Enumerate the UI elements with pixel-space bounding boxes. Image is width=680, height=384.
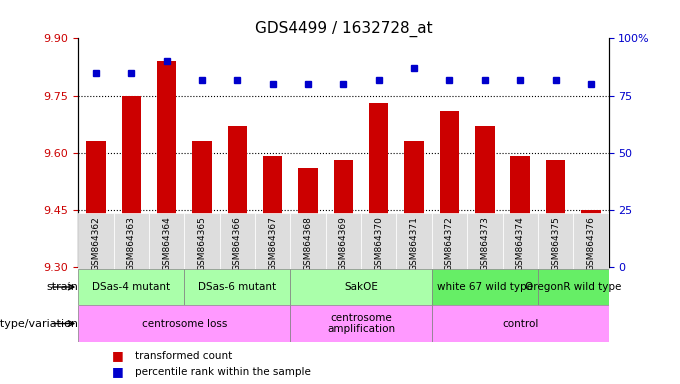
Bar (511, 156, 530, 267)
Text: DSas-4 mutant: DSas-4 mutant (92, 282, 170, 292)
Text: white 67 wild type: white 67 wild type (437, 282, 533, 292)
FancyBboxPatch shape (78, 305, 290, 342)
FancyBboxPatch shape (503, 213, 538, 269)
FancyBboxPatch shape (432, 269, 538, 305)
Text: OregonR wild type: OregonR wild type (525, 282, 622, 292)
Bar (86, 141, 105, 267)
FancyBboxPatch shape (538, 269, 609, 305)
FancyBboxPatch shape (467, 213, 503, 269)
FancyBboxPatch shape (361, 213, 396, 269)
Text: GSM864374: GSM864374 (515, 216, 525, 271)
Text: GSM864365: GSM864365 (197, 216, 207, 271)
Text: GSM864370: GSM864370 (374, 216, 384, 271)
Text: GSM864368: GSM864368 (303, 216, 313, 271)
Bar (405, 141, 424, 267)
Text: GSM864373: GSM864373 (480, 216, 490, 271)
Bar (228, 126, 247, 267)
FancyBboxPatch shape (290, 305, 432, 342)
Bar (546, 160, 565, 267)
Bar (369, 103, 388, 267)
FancyBboxPatch shape (432, 305, 609, 342)
Text: GSM864366: GSM864366 (233, 216, 242, 271)
FancyBboxPatch shape (220, 213, 255, 269)
FancyBboxPatch shape (184, 269, 290, 305)
Bar (122, 96, 141, 267)
Text: GSM864375: GSM864375 (551, 216, 560, 271)
FancyBboxPatch shape (396, 213, 432, 269)
Bar (334, 160, 353, 267)
Bar (157, 61, 176, 267)
Text: GSM864371: GSM864371 (409, 216, 419, 271)
Text: centrosome
amplification: centrosome amplification (327, 313, 395, 334)
Text: ■: ■ (112, 365, 124, 378)
Text: control: control (502, 318, 539, 329)
Bar (299, 168, 318, 267)
Text: DSas-6 mutant: DSas-6 mutant (199, 282, 276, 292)
Text: centrosome loss: centrosome loss (141, 318, 227, 329)
FancyBboxPatch shape (432, 213, 467, 269)
Text: strain: strain (46, 282, 78, 292)
Bar (475, 126, 494, 267)
Text: GSM864369: GSM864369 (339, 216, 348, 271)
Title: GDS4499 / 1632728_at: GDS4499 / 1632728_at (254, 21, 432, 37)
FancyBboxPatch shape (538, 213, 573, 269)
FancyBboxPatch shape (149, 213, 184, 269)
Bar (440, 111, 459, 267)
FancyBboxPatch shape (573, 213, 609, 269)
Text: GSM864362: GSM864362 (91, 216, 101, 271)
Text: GSM864372: GSM864372 (445, 216, 454, 271)
FancyBboxPatch shape (184, 213, 220, 269)
Text: GSM864363: GSM864363 (126, 216, 136, 271)
FancyBboxPatch shape (255, 213, 290, 269)
FancyBboxPatch shape (78, 269, 184, 305)
FancyBboxPatch shape (326, 213, 361, 269)
Text: percentile rank within the sample: percentile rank within the sample (135, 367, 311, 377)
Text: GSM864367: GSM864367 (268, 216, 277, 271)
FancyBboxPatch shape (290, 213, 326, 269)
Text: SakOE: SakOE (344, 282, 378, 292)
Text: GSM864376: GSM864376 (586, 216, 596, 271)
Text: GSM864364: GSM864364 (162, 216, 171, 271)
FancyBboxPatch shape (78, 213, 114, 269)
Text: genotype/variation: genotype/variation (0, 318, 78, 329)
Text: ■: ■ (112, 349, 124, 362)
FancyBboxPatch shape (114, 213, 149, 269)
Bar (581, 210, 600, 267)
Text: transformed count: transformed count (135, 351, 232, 361)
Bar (263, 156, 282, 267)
Bar (192, 141, 211, 267)
FancyBboxPatch shape (290, 269, 432, 305)
